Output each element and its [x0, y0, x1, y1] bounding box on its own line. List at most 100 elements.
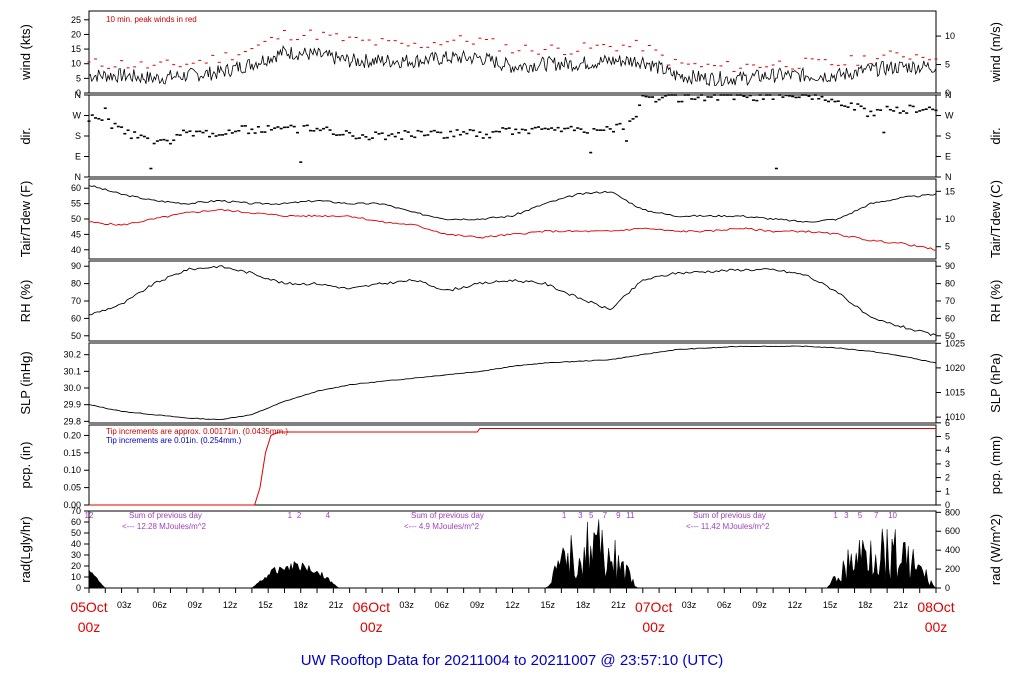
x-hour-label: 21z: [611, 600, 626, 610]
temp-right-tick-label: 15: [945, 186, 955, 196]
rh-left-tick-label: 50: [71, 331, 81, 341]
rad-panel-frame: [88, 510, 937, 589]
wind-left-tick-label: 10: [71, 59, 81, 69]
slp-right-tick-label: 1010: [945, 412, 965, 422]
x-day-label: 08Oct: [917, 599, 954, 615]
slp-left-tick-label: 30.1: [63, 366, 81, 376]
rh-left-tick-label: 60: [71, 313, 81, 323]
rh-left-tick-label: 90: [71, 261, 81, 271]
dir-left-label: dir.: [18, 127, 33, 144]
x-hour-label: 06z: [435, 600, 450, 610]
rad-hour-mark: 1: [833, 511, 838, 520]
x-hour-label: 15z: [541, 600, 556, 610]
slp-left-label: SLP (inHg): [18, 351, 33, 414]
x-hour-label: 12z: [788, 600, 803, 610]
rh-right-tick-label: 70: [945, 296, 955, 306]
dir-right-tick-label: E: [945, 152, 951, 162]
rad-left-tick-label: 60: [71, 517, 81, 527]
pcp-right-label: pcp. (mm): [988, 436, 1003, 495]
wind-right-tick-label: 10: [945, 31, 955, 41]
wind-right-label: wind (m/s): [988, 22, 1003, 83]
temp-right-label: Tair/Tdew (C): [988, 180, 1003, 258]
rad-sum-value: <--- 12.28 MJoules/m^2: [122, 522, 207, 531]
x-hour-label: 15z: [258, 600, 273, 610]
pcp-left-tick-label: 0.10: [63, 465, 81, 475]
rad-sum-title: Sum of previous day: [129, 511, 202, 520]
rad-hour-mark: 7: [603, 511, 608, 520]
slp-right-tick-label: 1015: [945, 388, 965, 398]
x-day-label-hour: 00z: [360, 619, 383, 635]
slp-right-tick-label: 1020: [945, 363, 965, 373]
dir-right-tick-label: N: [945, 90, 952, 100]
pcp-note-red: Tip increments are approx. 0.00171in. (0…: [106, 427, 288, 436]
wind-left-tick-label: 15: [71, 44, 81, 54]
chart-title: UW Rooftop Data for 20211004 to 20211007…: [301, 652, 723, 669]
x-day-label: 06Oct: [353, 599, 390, 615]
pcp-right-tick-label: 5: [945, 432, 950, 442]
pcp-right-tick-label: 1: [945, 486, 950, 496]
pcp-left-tick-label: 0.15: [63, 448, 81, 458]
x-day-label-hour: 00z: [925, 619, 948, 635]
rh-right-tick-label: 60: [945, 313, 955, 323]
rad-hour-mark: 10: [888, 511, 897, 520]
temp-left-tick-label: 45: [71, 229, 81, 239]
temp-left-tick-label: 60: [71, 183, 81, 193]
rh-series: [89, 265, 937, 336]
rh-panel-frame: [88, 260, 937, 342]
x-day-label-hour: 00z: [78, 619, 101, 635]
slp-panel-frame: [88, 342, 937, 424]
x-hour-label: 21z: [893, 600, 908, 610]
rad-sum-title: Sum of previous day: [411, 511, 484, 520]
slp-right-tick-label: 1025: [945, 338, 965, 348]
rh-left-label: RH (%): [18, 280, 33, 323]
rad-left-tick-label: 0: [76, 583, 81, 593]
rad-right-tick-label: 400: [945, 545, 960, 555]
dir-left-tick-label: E: [75, 152, 81, 162]
wind-left-tick-label: 0: [76, 88, 81, 98]
rad-right-tick-label: 600: [945, 526, 960, 536]
x-hour-label: 06z: [717, 600, 732, 610]
rad-left-tick-label: 30: [71, 550, 81, 560]
slp-left-tick-label: 30.0: [63, 383, 81, 393]
x-hour-label: 06z: [152, 600, 167, 610]
pcp-left-tick-label: 0.20: [63, 430, 81, 440]
tdew-series: [88, 208, 937, 251]
x-hour-label: 18z: [858, 600, 873, 610]
temp-left-label: Tair/Tdew (F): [18, 181, 33, 258]
x-hour-label: 03z: [682, 600, 697, 610]
x-hour-label: 18z: [293, 600, 308, 610]
rad-left-tick-label: 50: [71, 528, 81, 538]
rad-left-tick-label: 10: [71, 572, 81, 582]
rad-sum-value: <--- 4.9 MJoules/m^2: [404, 522, 480, 531]
pcp-series: [89, 428, 936, 506]
rad-hour-mark: 4: [326, 511, 331, 520]
rad-right-label: rad (W/m^2): [988, 514, 1003, 585]
wind-right-tick-label: 5: [945, 60, 950, 70]
rh-left-tick-label: 80: [71, 279, 81, 289]
rad-hour-mark: 1: [288, 511, 293, 520]
rad-sum-value: <--- 11.42 MJoules/m^2: [686, 522, 770, 531]
rad-hour-mark: 2: [297, 511, 302, 520]
slp-left-tick-label: 29.9: [63, 400, 81, 410]
x-hour-label: 21z: [329, 600, 344, 610]
dir-right-label: dir.: [988, 127, 1003, 144]
x-hour-label: 12z: [505, 600, 520, 610]
x-hour-label: 03z: [399, 600, 414, 610]
tair-series: [88, 185, 937, 223]
slp-left-tick-label: 29.8: [63, 416, 81, 426]
x-hour-label: 15z: [823, 600, 838, 610]
dir-left-tick-label: S: [75, 131, 81, 141]
pcp-right-tick-label: 0: [945, 500, 950, 510]
slp-left-tick-label: 30.2: [63, 350, 81, 360]
x-day-label-hour: 00z: [642, 619, 665, 635]
rad-hour-mark: 5: [858, 511, 863, 520]
rh-right-tick-label: 80: [945, 279, 955, 289]
x-hour-label: 12z: [223, 600, 238, 610]
rad-hour-mark: 9: [616, 511, 621, 520]
rad-right-tick-label: 200: [945, 564, 960, 574]
wind-left-label: wind (kts): [18, 24, 33, 81]
rad-hour-mark: 3: [844, 511, 849, 520]
temp-left-tick-label: 55: [71, 199, 81, 209]
pcp-right-tick-label: 4: [945, 445, 950, 455]
